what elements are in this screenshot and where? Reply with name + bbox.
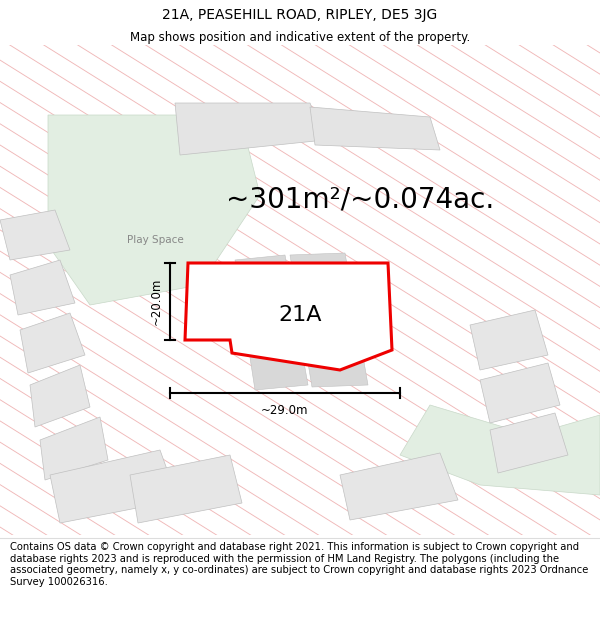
Polygon shape [20, 313, 85, 373]
Text: 21A: 21A [278, 305, 322, 325]
Text: Play Space: Play Space [127, 235, 184, 245]
Polygon shape [175, 103, 325, 155]
Text: ~29.0m: ~29.0m [261, 404, 309, 418]
Polygon shape [470, 310, 548, 370]
Polygon shape [340, 453, 458, 520]
Polygon shape [185, 263, 392, 370]
Polygon shape [50, 450, 178, 523]
Text: Contains OS data © Crown copyright and database right 2021. This information is : Contains OS data © Crown copyright and d… [10, 542, 588, 587]
Polygon shape [10, 260, 75, 315]
Text: ~20.0m: ~20.0m [149, 278, 163, 325]
Polygon shape [30, 365, 90, 427]
Polygon shape [48, 115, 260, 305]
Polygon shape [400, 405, 600, 495]
Text: 21A, PEASEHILL ROAD, RIPLEY, DE5 3JG: 21A, PEASEHILL ROAD, RIPLEY, DE5 3JG [163, 8, 437, 22]
Polygon shape [235, 255, 308, 390]
Polygon shape [290, 253, 368, 387]
Polygon shape [0, 210, 70, 260]
Polygon shape [490, 413, 568, 473]
Polygon shape [310, 107, 440, 150]
Polygon shape [480, 363, 560, 423]
Text: Map shows position and indicative extent of the property.: Map shows position and indicative extent… [130, 31, 470, 44]
Polygon shape [40, 417, 108, 480]
Polygon shape [130, 455, 242, 523]
Text: ~301m²/~0.074ac.: ~301m²/~0.074ac. [226, 186, 494, 214]
